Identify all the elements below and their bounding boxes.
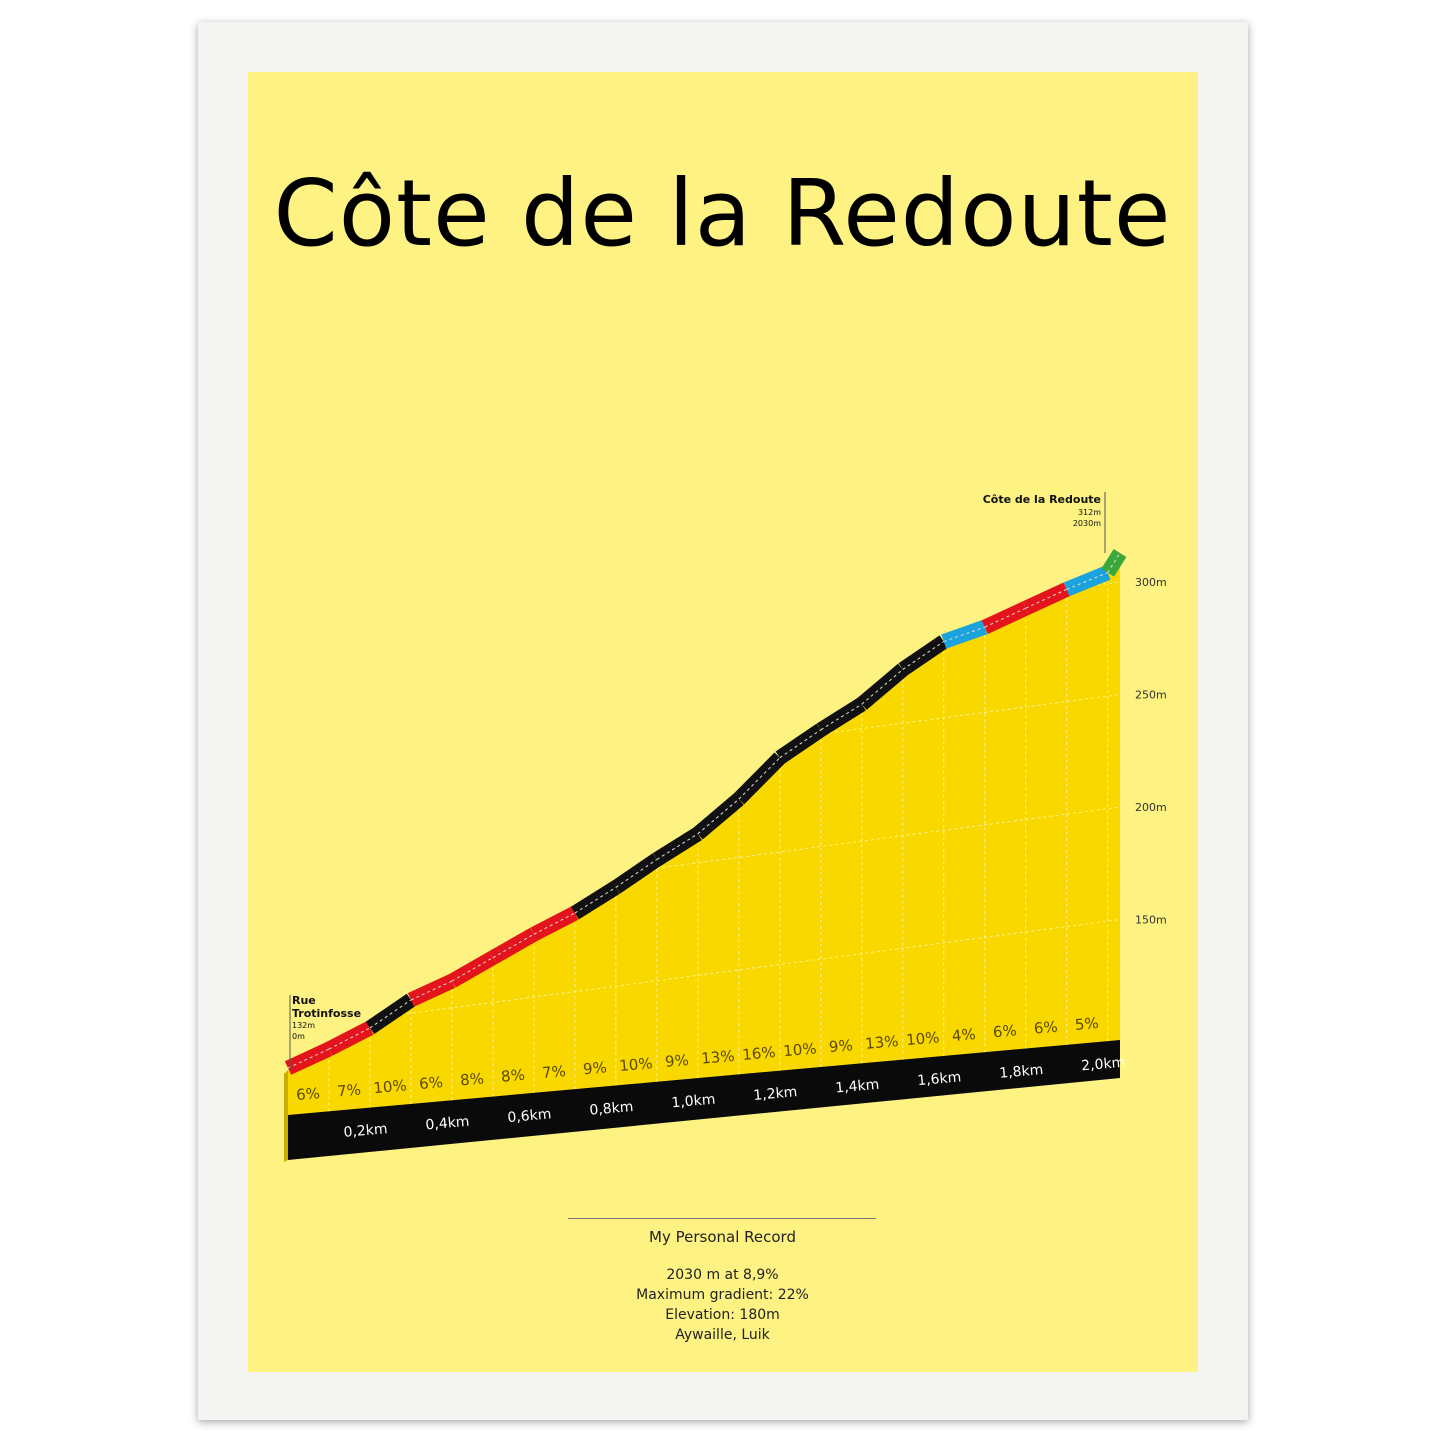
elevation-tick-label: 150m (1135, 914, 1167, 927)
distance-tick-label: 1,6km (917, 1069, 962, 1089)
distance-tick-label: 1,8km (999, 1062, 1044, 1082)
road-center-line (1025, 588, 1067, 609)
road-center-line (984, 607, 1026, 628)
gradient-label: 10% (782, 1039, 817, 1060)
road-center-line (820, 703, 863, 731)
footer-line-max-gradient: Maximum gradient: 22% (636, 1287, 809, 1303)
footer-line-location: Aywaille, Luik (675, 1327, 770, 1343)
gradient-label: 13% (864, 1032, 899, 1053)
road-center-line (328, 1027, 371, 1050)
start-distance: 0m (292, 1032, 305, 1041)
distance-tick-label: 0,4km (425, 1114, 470, 1134)
distance-tick-label: 1,2km (753, 1084, 798, 1104)
gradient-label: 9% (664, 1051, 689, 1071)
distance-tick-label: 0,6km (507, 1106, 552, 1126)
gradient-label: 9% (828, 1036, 853, 1056)
road-center-line (1107, 552, 1121, 573)
gradient-label: 6% (992, 1021, 1017, 1041)
summit-distance: 2030m (1073, 519, 1101, 528)
road-center-line (943, 626, 985, 643)
road-center-line (574, 886, 617, 914)
distance-tick-label: 1,4km (835, 1077, 880, 1097)
gradient-label: 6% (1033, 1018, 1058, 1038)
gradient-label: 8% (459, 1069, 484, 1089)
gradient-label: 10% (373, 1076, 408, 1097)
gradient-label: 16% (742, 1043, 777, 1064)
distance-tick-label: 0,8km (589, 1099, 634, 1119)
gradient-label: 9% (582, 1058, 607, 1078)
elevation-tick-label: 250m (1135, 689, 1167, 702)
footer-heading: My Personal Record (649, 1228, 796, 1246)
road-center-line (369, 999, 412, 1029)
gradient-label: 4% (951, 1025, 976, 1045)
gradient-label: 10% (905, 1028, 940, 1049)
elevation-tick-label: 200m (1135, 801, 1167, 814)
road-center-line (287, 1048, 330, 1069)
gradient-label: 8% (500, 1066, 525, 1086)
road-center-line (492, 933, 535, 959)
elevation-tick-label: 300m (1135, 576, 1167, 589)
gradient-label: 6% (295, 1084, 320, 1104)
footer-line-distance: 2030 m at 8,9% (666, 1267, 779, 1283)
distance-tick-label: 0,2km (343, 1121, 388, 1141)
gradient-label: 7% (541, 1062, 566, 1082)
gradient-label: 6% (418, 1073, 443, 1093)
profile-side-face (284, 1070, 288, 1162)
start-name-line1: Rue (292, 994, 316, 1007)
start-name-line2: Trotinfosse (292, 1007, 361, 1020)
road-center-line (615, 859, 658, 888)
road-center-line (656, 833, 699, 860)
road-center-line (410, 980, 453, 1001)
gradient-label: 5% (1074, 1014, 1099, 1034)
road-center-line (533, 912, 576, 935)
road-center-line (779, 729, 822, 759)
grid-line-horizontal (288, 919, 1120, 1030)
road-center-line (697, 798, 740, 835)
summit-elevation: 312m (1078, 508, 1101, 517)
gradient-label: 7% (336, 1080, 361, 1100)
road-center-line (451, 957, 494, 982)
summit-name: Côte de la Redoute (983, 493, 1101, 506)
road-center-line (902, 641, 945, 670)
poster-title: Côte de la Redoute (273, 160, 1172, 267)
gradient-label: 13% (701, 1047, 736, 1068)
distance-tick-label: 1,0km (671, 1092, 716, 1112)
road-center-line (861, 669, 904, 705)
footer-line-elevation: Elevation: 180m (665, 1307, 780, 1323)
footer-divider (568, 1218, 876, 1219)
road-center-line (1066, 572, 1108, 590)
start-elevation: 132m (292, 1021, 315, 1030)
gradient-label: 10% (619, 1054, 654, 1075)
distance-base-strip (288, 1040, 1120, 1160)
distance-tick-label: 2,0km (1081, 1055, 1126, 1075)
road-center-line (738, 757, 781, 800)
